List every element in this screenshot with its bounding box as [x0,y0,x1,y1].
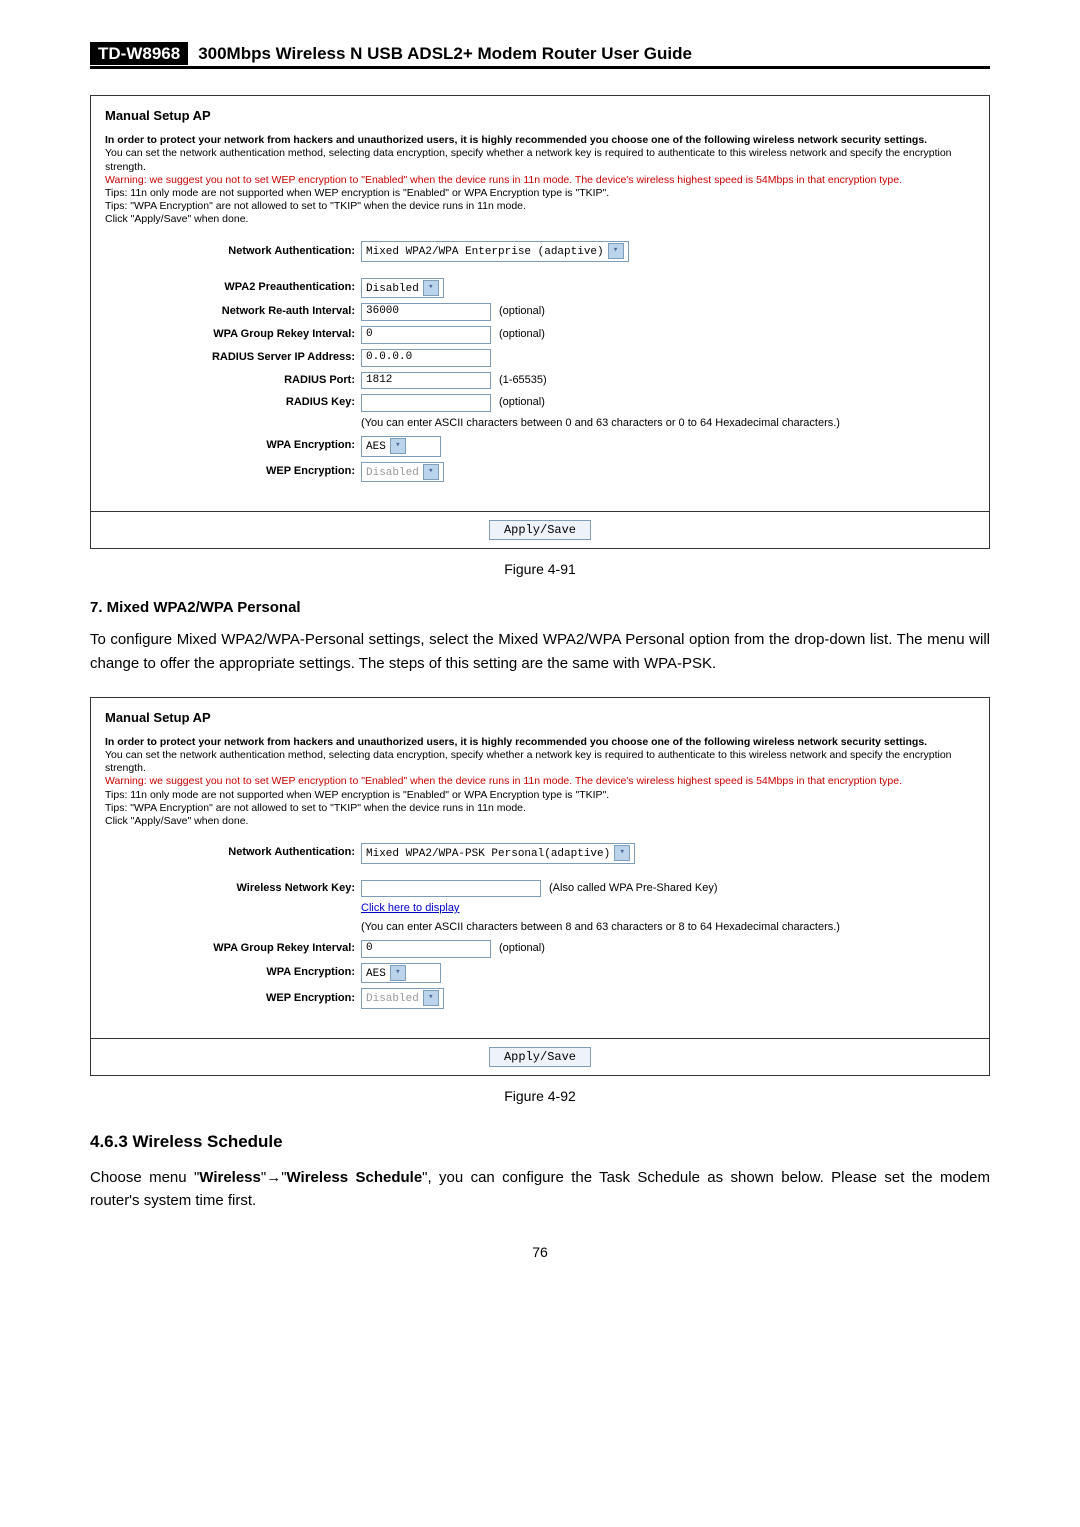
rekey-label: WPA Group Rekey Interval: [105,328,361,342]
panel2-title: Manual Setup AP [105,710,975,726]
panel2-warning: Warning: we suggest you not to set WEP e… [105,775,975,788]
rekey-input-2[interactable]: 0 [361,940,491,958]
wep-enc-label: WEP Encryption: [105,465,361,479]
radius-ip-input[interactable]: 0.0.0.0 [361,349,491,367]
chevron-down-icon: ▾ [423,280,439,296]
section-4-6-3-body: Choose menu "Wireless"→"Wireless Schedul… [90,1166,990,1213]
wnk-label: Wireless Network Key: [105,882,361,896]
apply-bar-1: Apply/Save [90,512,990,549]
apply-save-button-2[interactable]: Apply/Save [489,1047,591,1067]
panel-manual-setup-1: Manual Setup AP In order to protect your… [90,95,990,512]
click-to-display-link[interactable]: Click here to display [361,902,459,916]
page-header: TD-W8968 300Mbps Wireless N USB ADSL2+ Mo… [90,40,990,73]
rekey-label-2: WPA Group Rekey Interval: [105,942,361,956]
ascii-note-1: (You can enter ASCII characters between … [361,417,840,431]
netauth-label: Network Authentication: [105,245,361,259]
radius-port-note: (1-65535) [499,374,547,388]
chevron-down-icon: ▾ [423,990,439,1006]
wep-enc-select-2: Disabled▾ [361,988,444,1009]
doc-title: 300Mbps Wireless N USB ADSL2+ Modem Rout… [198,44,692,63]
panel1-p2: You can set the network authentication m… [105,147,975,173]
radius-port-label: RADIUS Port: [105,374,361,388]
radius-port-input[interactable]: 1812 [361,372,491,390]
preauth-label: WPA2 Preauthentication: [105,281,361,295]
wnk-note: (Also called WPA Pre-Shared Key) [549,882,718,896]
netauth-select[interactable]: Mixed WPA2/WPA Enterprise (adaptive)▾ [361,241,629,262]
section-7-heading: 7. Mixed WPA2/WPA Personal [90,599,990,616]
netauth-select-2[interactable]: Mixed WPA2/WPA-PSK Personal(adaptive)▾ [361,843,635,864]
wpa-enc-select-2[interactable]: AES▾ [361,963,441,984]
panel1-tip2: Tips: "WPA Encryption" are not allowed t… [105,200,975,213]
chevron-down-icon: ▾ [608,243,624,259]
netauth-label-2: Network Authentication: [105,846,361,860]
rekey-note: (optional) [499,328,545,342]
panel2-p3: Click "Apply/Save" when done. [105,815,975,828]
panel1-p3: Click "Apply/Save" when done. [105,213,975,226]
panel2-tip1: Tips: 11n only mode are not supported wh… [105,789,975,802]
radius-key-note: (optional) [499,396,545,410]
section-4-6-3-heading: 4.6.3 Wireless Schedule [90,1132,990,1152]
rekey-input[interactable]: 0 [361,326,491,344]
section-7-body: To configure Mixed WPA2/WPA-Personal set… [90,628,990,675]
reauth-label: Network Re-auth Interval: [105,305,361,319]
reauth-note: (optional) [499,305,545,319]
radius-key-label: RADIUS Key: [105,396,361,410]
panel1-tip1: Tips: 11n only mode are not supported wh… [105,187,975,200]
rekey-note-2: (optional) [499,942,545,956]
wpa-enc-label-2: WPA Encryption: [105,966,361,980]
figure-caption-1: Figure 4-91 [90,561,990,577]
wep-enc-select: Disabled▾ [361,462,444,483]
preauth-select[interactable]: Disabled▾ [361,278,444,299]
panel1-title: Manual Setup AP [105,108,975,124]
wpa-enc-select[interactable]: AES▾ [361,436,441,457]
panel1-p1: In order to protect your network from ha… [105,134,927,146]
panel2-tip2: Tips: "WPA Encryption" are not allowed t… [105,802,975,815]
ascii-note-2: (You can enter ASCII characters between … [361,921,840,935]
reauth-input[interactable]: 36000 [361,303,491,321]
apply-save-button[interactable]: Apply/Save [489,520,591,540]
radius-ip-label: RADIUS Server IP Address: [105,351,361,365]
chevron-down-icon: ▾ [390,438,406,454]
wep-enc-label-2: WEP Encryption: [105,992,361,1006]
panel-manual-setup-2: Manual Setup AP In order to protect your… [90,697,990,1039]
chevron-down-icon: ▾ [614,845,630,861]
chevron-down-icon: ▾ [423,464,439,480]
wnk-input[interactable] [361,880,541,898]
figure-caption-2: Figure 4-92 [90,1088,990,1104]
page-number: 76 [90,1244,990,1260]
panel2-p1: In order to protect your network from ha… [105,736,927,748]
panel1-warning: Warning: we suggest you not to set WEP e… [105,174,975,187]
panel2-p2: You can set the network authentication m… [105,749,975,775]
apply-bar-2: Apply/Save [90,1039,990,1076]
chevron-down-icon: ▾ [390,965,406,981]
model-badge: TD-W8968 [90,42,188,65]
wpa-enc-label: WPA Encryption: [105,439,361,453]
radius-key-input[interactable] [361,394,491,412]
